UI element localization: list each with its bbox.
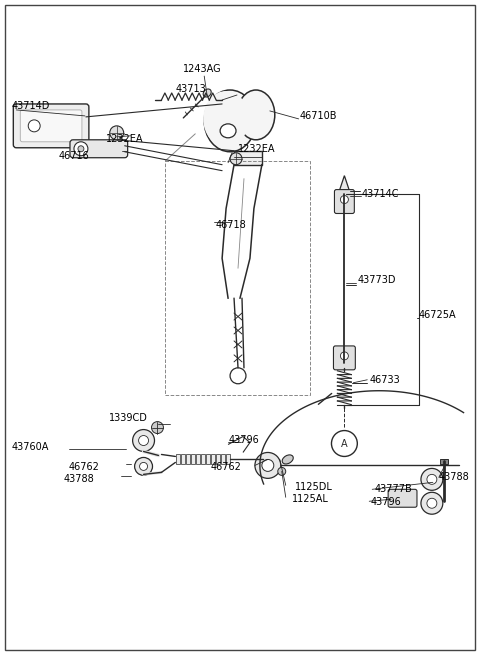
Bar — [201, 455, 204, 464]
Circle shape — [140, 462, 147, 470]
Bar — [166, 160, 310, 395]
Circle shape — [132, 430, 155, 451]
Circle shape — [230, 368, 246, 384]
Text: 46762: 46762 — [210, 462, 241, 472]
Circle shape — [427, 498, 437, 508]
Circle shape — [110, 126, 124, 140]
Text: 43788: 43788 — [439, 472, 469, 482]
FancyBboxPatch shape — [388, 489, 417, 507]
Circle shape — [230, 153, 242, 164]
Text: 1339CD: 1339CD — [109, 413, 148, 422]
Circle shape — [421, 468, 443, 491]
Bar — [440, 459, 448, 464]
Circle shape — [262, 459, 274, 472]
Circle shape — [74, 141, 88, 156]
Text: 43773D: 43773D — [357, 275, 396, 285]
Circle shape — [255, 453, 281, 478]
Ellipse shape — [203, 89, 211, 97]
Ellipse shape — [237, 90, 275, 140]
Bar — [186, 455, 190, 464]
Circle shape — [340, 352, 348, 360]
Bar — [181, 455, 185, 464]
Circle shape — [427, 474, 437, 484]
Text: A: A — [341, 438, 348, 449]
Text: 43788: 43788 — [64, 474, 95, 484]
Circle shape — [139, 436, 148, 445]
Text: 1232EA: 1232EA — [106, 134, 144, 144]
Text: 46733: 46733 — [369, 375, 400, 384]
Text: 1125AL: 1125AL — [292, 495, 329, 504]
Text: 1232EA: 1232EA — [238, 143, 276, 154]
Text: 46710B: 46710B — [300, 111, 337, 121]
Circle shape — [28, 120, 40, 132]
Text: 1125DL: 1125DL — [295, 482, 333, 493]
Polygon shape — [338, 176, 350, 194]
Bar — [226, 455, 229, 464]
Bar — [206, 455, 210, 464]
Text: 43796: 43796 — [370, 497, 401, 507]
Bar — [191, 455, 195, 464]
Ellipse shape — [220, 124, 236, 138]
Circle shape — [421, 493, 443, 514]
Text: 43796: 43796 — [228, 434, 259, 445]
Circle shape — [340, 196, 348, 204]
Text: 43713: 43713 — [175, 84, 206, 94]
Circle shape — [332, 430, 357, 457]
Circle shape — [152, 422, 164, 434]
FancyBboxPatch shape — [334, 346, 355, 370]
Bar — [211, 455, 215, 464]
Text: 43714D: 43714D — [12, 101, 50, 111]
FancyBboxPatch shape — [13, 104, 89, 148]
FancyBboxPatch shape — [335, 189, 354, 214]
Bar — [221, 455, 225, 464]
FancyBboxPatch shape — [20, 110, 82, 141]
Text: 46725A: 46725A — [419, 310, 456, 320]
Circle shape — [78, 146, 84, 152]
Text: 46762: 46762 — [69, 462, 100, 472]
Ellipse shape — [282, 455, 293, 464]
Text: 1243AG: 1243AG — [183, 64, 222, 74]
Bar — [216, 455, 220, 464]
Bar — [176, 455, 180, 464]
Text: 46716: 46716 — [59, 151, 90, 160]
Text: 43777B: 43777B — [374, 484, 412, 495]
Circle shape — [278, 468, 286, 476]
Text: 43760A: 43760A — [12, 443, 48, 453]
Bar — [196, 455, 200, 464]
FancyBboxPatch shape — [70, 140, 128, 158]
Circle shape — [134, 457, 153, 476]
Ellipse shape — [204, 90, 256, 152]
Ellipse shape — [203, 91, 249, 147]
Text: 43714C: 43714C — [361, 189, 399, 198]
Bar — [234, 151, 262, 164]
Text: 46718: 46718 — [215, 221, 246, 231]
